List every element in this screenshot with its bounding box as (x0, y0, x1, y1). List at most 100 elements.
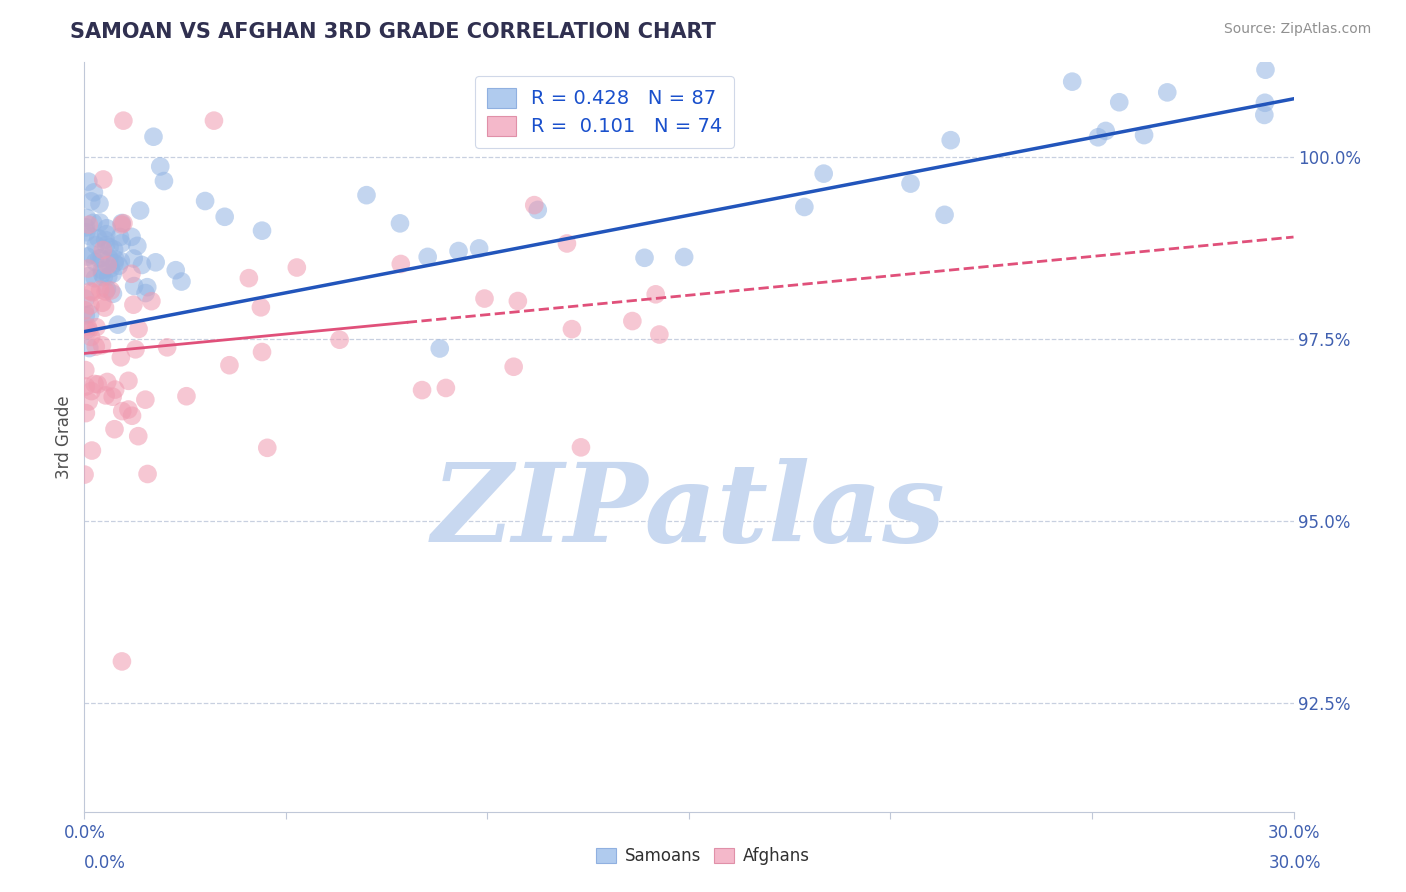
Point (447, 244, 470, 258)
Text: Source: ZipAtlas.com: Source: ZipAtlas.com (1223, 22, 1371, 37)
Point (111, 236, 134, 251)
Point (89, 283, 111, 297)
Point (104, 383, 127, 397)
Point (111, 654, 134, 668)
Point (1094, 124, 1116, 138)
Point (1108, 95, 1130, 110)
Point (75, 363, 97, 377)
Point (644, 287, 666, 301)
Point (86, 320, 108, 334)
Point (110, 351, 132, 365)
Point (75, 225, 97, 239)
Point (474, 292, 496, 306)
Point (76, 250, 98, 264)
Point (83, 376, 105, 391)
Point (96, 375, 118, 389)
Point (83, 186, 105, 200)
Text: 0.0%: 0.0% (84, 855, 127, 872)
Point (97, 258, 120, 272)
Point (103, 243, 125, 257)
Point (121, 267, 143, 281)
Point (91, 295, 114, 310)
Point (131, 258, 153, 272)
Point (117, 374, 139, 388)
Point (96, 227, 118, 242)
Point (202, 113, 225, 128)
Point (1254, 62, 1277, 77)
Point (250, 224, 273, 238)
Point (621, 314, 644, 328)
Point (135, 286, 157, 301)
Point (108, 259, 131, 273)
Point (89, 215, 111, 229)
Point (77, 269, 100, 284)
Point (80, 330, 103, 344)
Point (648, 327, 671, 342)
Point (91, 338, 114, 352)
Point (94, 238, 117, 252)
Point (813, 167, 835, 181)
Point (91, 267, 114, 281)
Point (104, 252, 127, 267)
Text: 30.0%: 30.0% (1270, 855, 1322, 872)
Point (1133, 128, 1156, 142)
Point (250, 301, 273, 315)
Point (165, 263, 187, 277)
Point (285, 260, 308, 275)
Point (79, 229, 101, 244)
Point (122, 298, 145, 312)
Point (134, 392, 156, 407)
Point (939, 133, 962, 147)
Point (569, 441, 592, 455)
Point (673, 250, 696, 264)
Point (506, 293, 529, 308)
Point (176, 389, 198, 403)
Point (80, 194, 103, 209)
Point (156, 340, 179, 354)
Point (108, 230, 131, 244)
Point (96, 282, 118, 296)
Point (110, 218, 132, 232)
Point (142, 129, 165, 144)
Point (96, 221, 118, 235)
Point (1156, 86, 1178, 100)
Point (82, 216, 104, 230)
Point (80, 247, 103, 261)
Point (153, 174, 176, 188)
Point (112, 113, 135, 128)
Point (122, 279, 145, 293)
Point (94, 233, 117, 247)
Point (561, 322, 583, 336)
Point (1253, 108, 1275, 122)
Point (429, 342, 451, 356)
Point (121, 409, 143, 423)
Point (93, 270, 115, 285)
Point (194, 194, 217, 208)
Point (555, 236, 578, 251)
Point (107, 318, 129, 332)
Point (434, 381, 457, 395)
Y-axis label: 3rd Grade: 3rd Grade (55, 395, 73, 479)
Point (329, 333, 352, 347)
Legend: Samoans, Afghans: Samoans, Afghans (589, 841, 817, 872)
Point (84, 238, 107, 252)
Point (127, 239, 149, 253)
Point (79, 284, 101, 298)
Point (75, 379, 97, 393)
Point (89, 252, 111, 266)
Point (502, 359, 524, 374)
Point (1254, 95, 1277, 110)
Point (145, 255, 167, 269)
Point (218, 358, 240, 372)
Point (101, 390, 124, 404)
Point (110, 254, 132, 268)
Point (523, 198, 546, 212)
Text: SAMOAN VS AFGHAN 3RD GRADE CORRELATION CHART: SAMOAN VS AFGHAN 3RD GRADE CORRELATION C… (70, 22, 716, 42)
Point (77, 261, 100, 276)
Point (91, 243, 114, 257)
Point (77, 218, 100, 232)
Point (94, 301, 117, 315)
Point (256, 441, 278, 455)
Point (80, 384, 103, 398)
Point (111, 216, 134, 230)
